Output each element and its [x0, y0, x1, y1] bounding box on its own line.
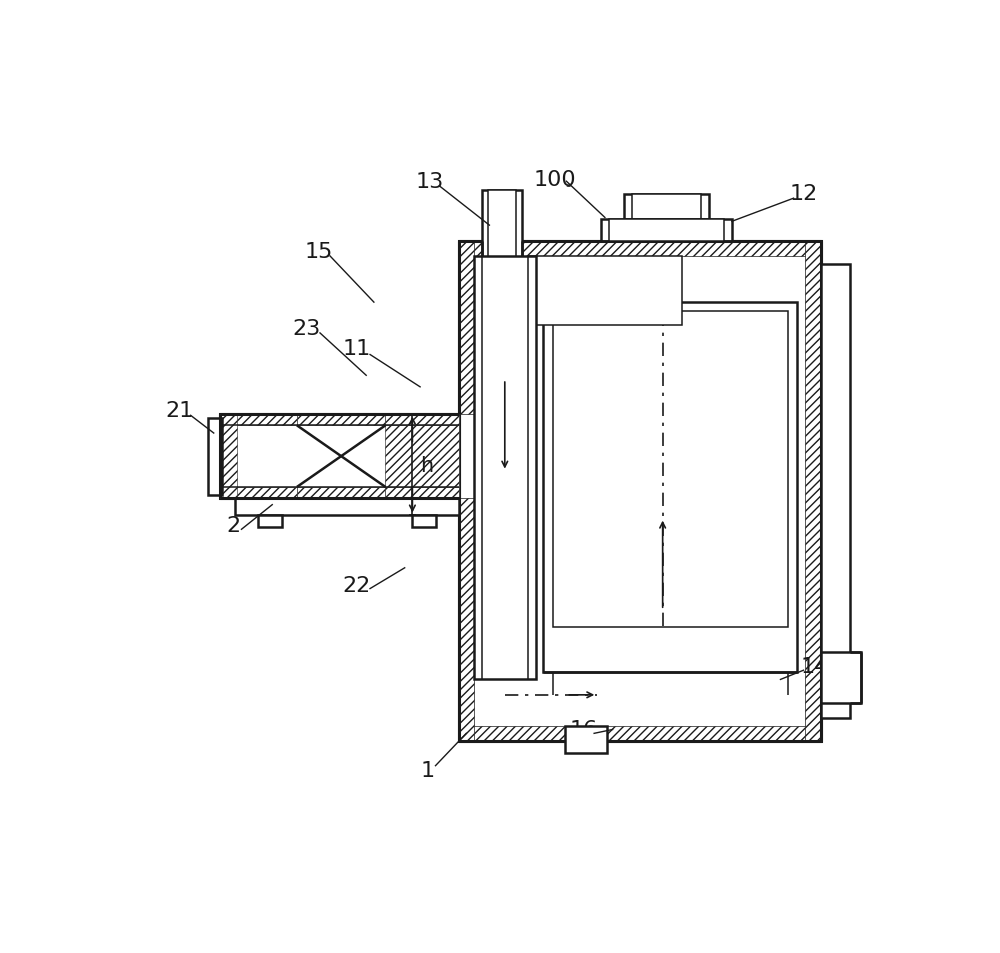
Bar [459, 499, 474, 741]
Text: 100: 100 [534, 170, 576, 190]
Bar [459, 241, 821, 741]
Bar [820, 264, 850, 719]
Bar [235, 499, 459, 516]
Bar [220, 415, 297, 426]
Text: 15: 15 [304, 241, 333, 261]
Bar [220, 415, 237, 499]
Text: 16: 16 [569, 720, 597, 740]
Bar [805, 241, 821, 741]
Bar [632, 195, 701, 220]
Text: 2: 2 [227, 516, 241, 536]
Bar [412, 516, 436, 527]
Bar [543, 303, 797, 672]
Text: 22: 22 [343, 575, 371, 595]
Bar [474, 256, 536, 679]
Bar [208, 418, 222, 496]
Bar [624, 195, 709, 220]
Bar [482, 192, 522, 264]
Bar [258, 516, 282, 527]
Text: 14: 14 [801, 657, 829, 677]
Bar [601, 220, 732, 241]
Text: 23: 23 [292, 318, 320, 338]
Bar [459, 241, 474, 415]
Text: 11: 11 [343, 339, 371, 359]
Bar [459, 241, 821, 256]
Text: 21: 21 [166, 400, 194, 420]
Text: h: h [420, 456, 433, 476]
Bar [297, 487, 385, 499]
Bar [385, 426, 459, 487]
Bar [609, 220, 724, 241]
Bar [220, 487, 297, 499]
Bar [820, 653, 861, 702]
Bar [385, 487, 459, 499]
Bar [528, 256, 682, 326]
Text: 12: 12 [789, 184, 818, 204]
Bar [385, 415, 459, 426]
Text: 13: 13 [415, 172, 443, 193]
Bar [553, 312, 788, 627]
Bar [459, 726, 821, 741]
Bar [488, 192, 516, 264]
Bar [297, 415, 385, 426]
Bar [220, 415, 459, 499]
Text: 1: 1 [421, 760, 435, 780]
Bar [565, 726, 607, 753]
